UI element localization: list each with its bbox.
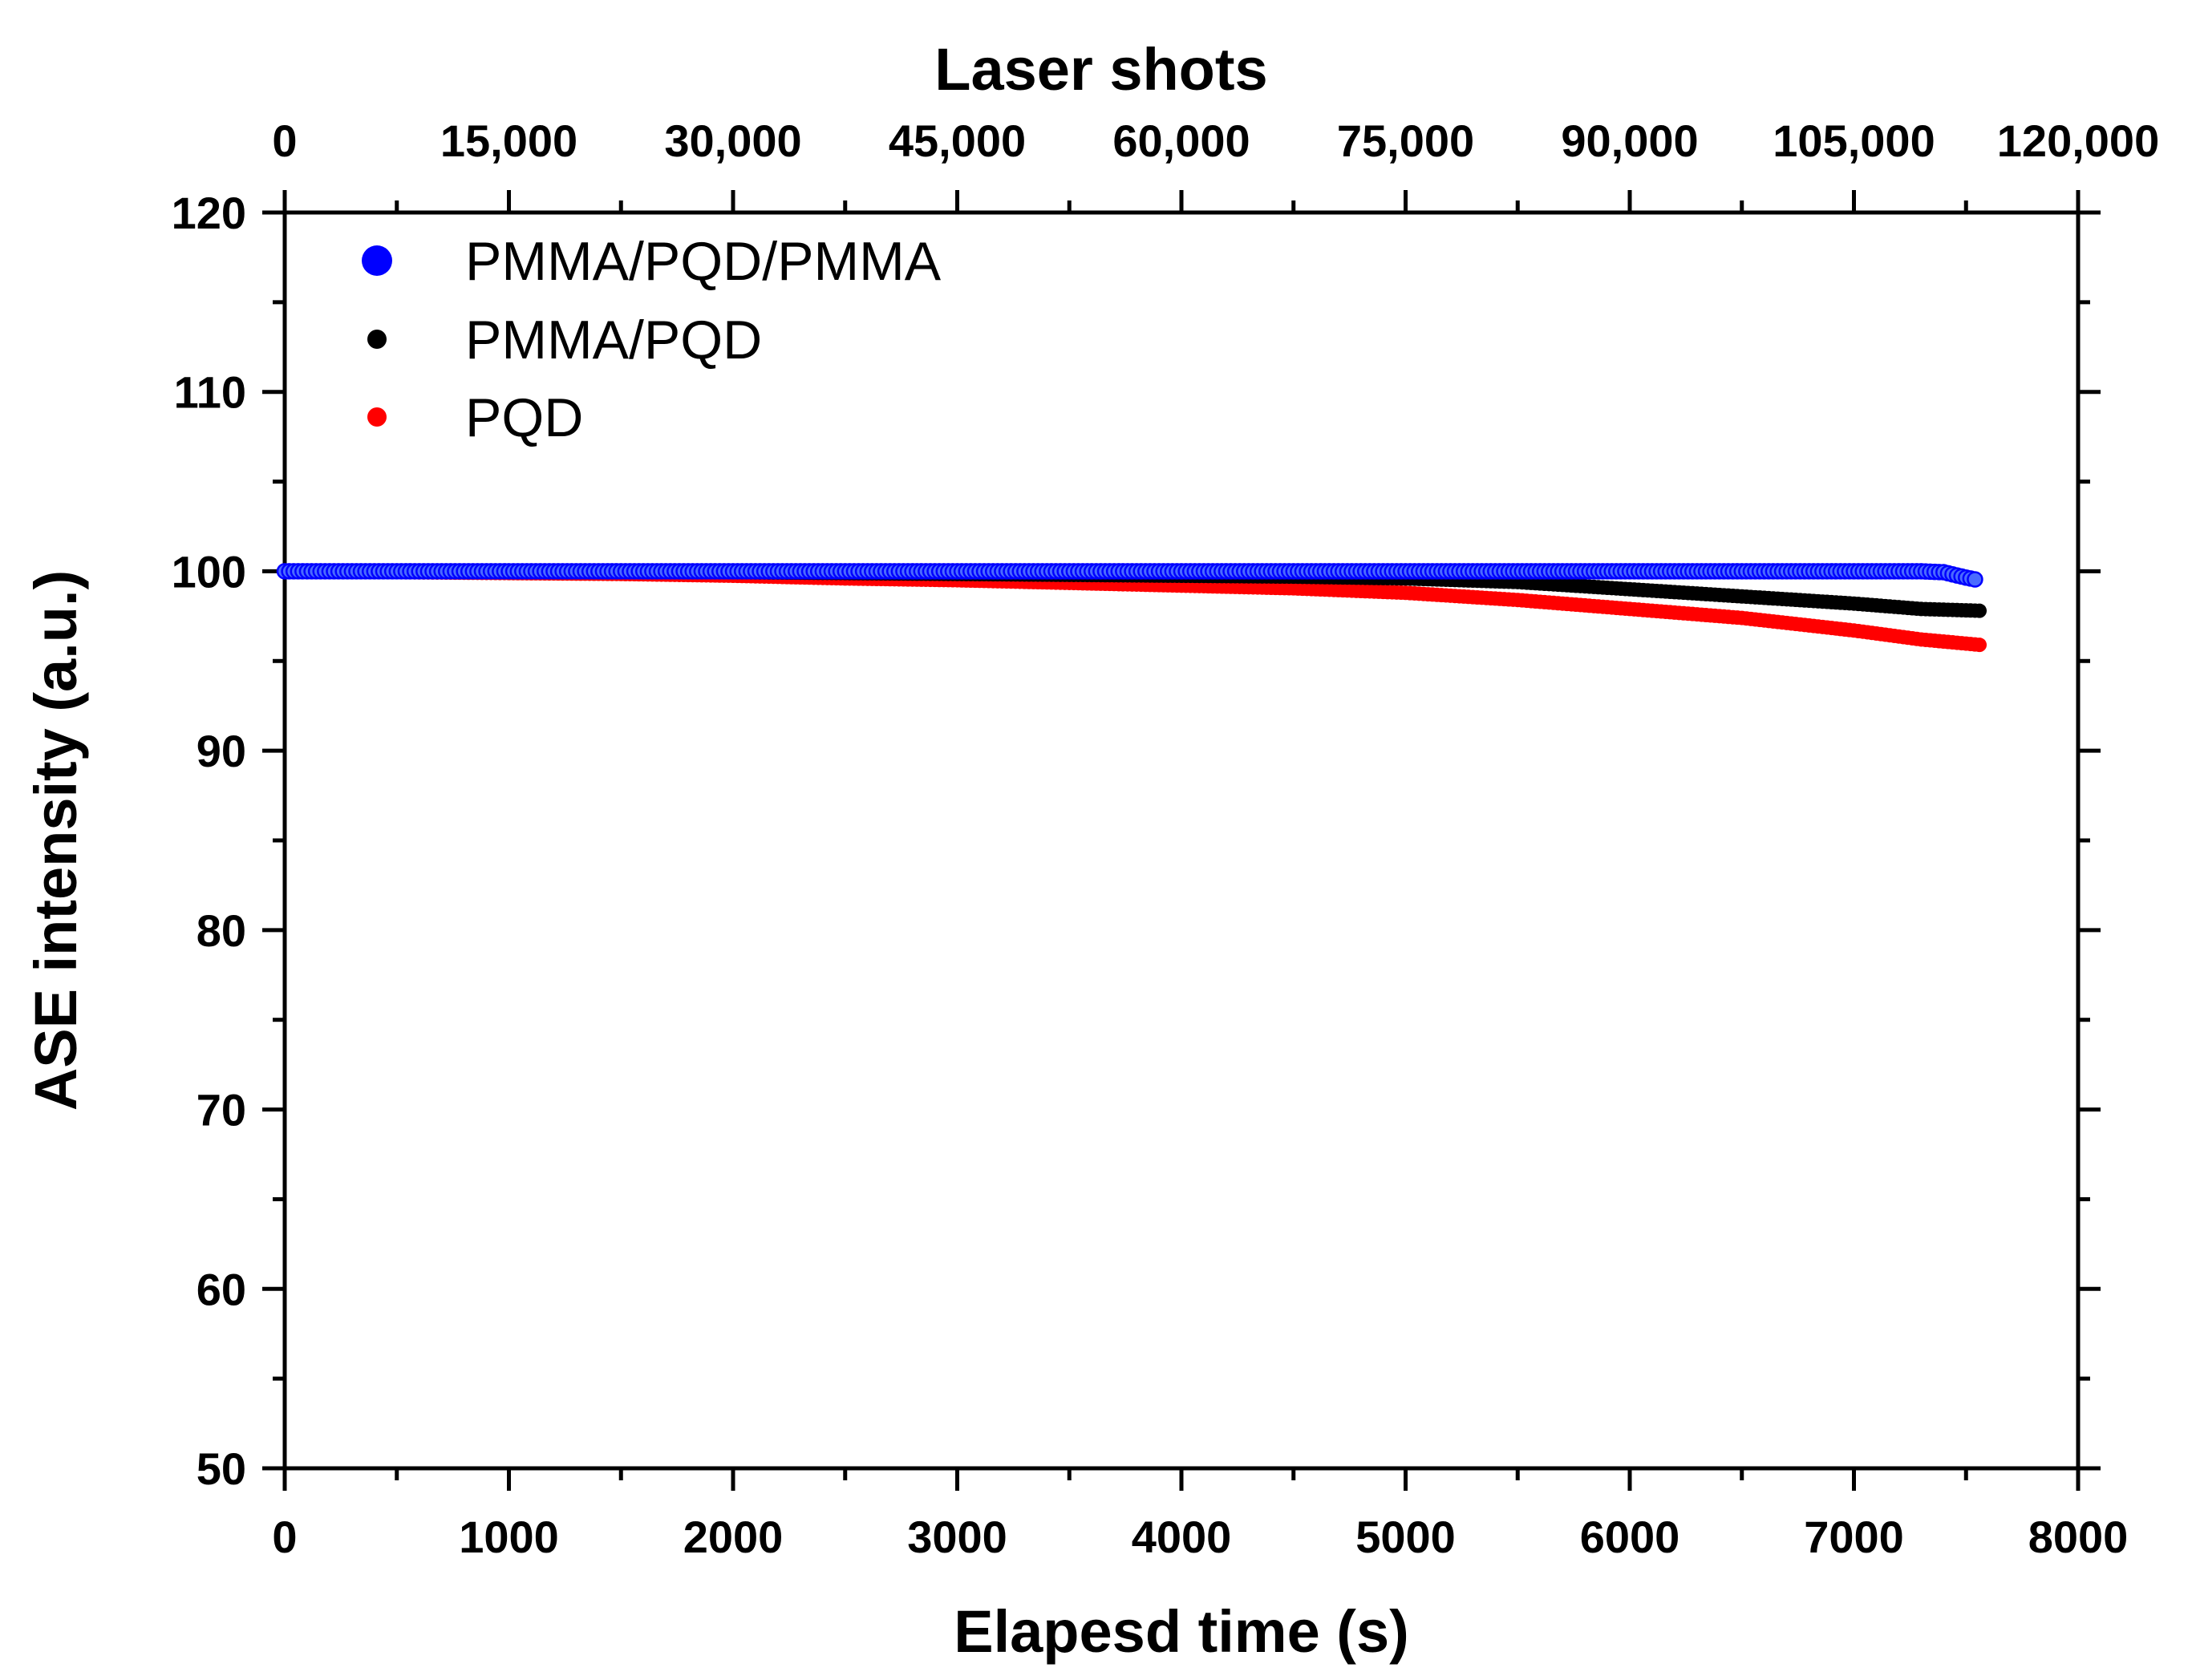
- x2-tick-label: 45,000: [889, 115, 1026, 166]
- x2-tick-label: 90,000: [1561, 115, 1698, 166]
- x2-tick-label: 0: [272, 115, 297, 166]
- x2-tick-label: 60,000: [1112, 115, 1250, 166]
- data-point: [1967, 571, 1983, 588]
- legend-label: PMMA/PQD: [465, 310, 762, 370]
- series-pmma-pqd-pmma: [276, 563, 1983, 588]
- legend: PMMA/PQD/PMMA PMMA/PQD PQD: [362, 231, 942, 448]
- x2-tick-label: 75,000: [1337, 115, 1474, 166]
- x2-tick-label: 105,000: [1773, 115, 1935, 166]
- y-tick-label: 120: [172, 188, 246, 238]
- legend-marker: [367, 330, 387, 349]
- right-y-axis: [2078, 210, 2101, 1471]
- x2-tick-label: 30,000: [664, 115, 801, 166]
- legend-item: PMMA/PQD: [367, 310, 762, 370]
- x2-tick-label: 15,000: [440, 115, 577, 166]
- data-point: [1972, 638, 1987, 653]
- data-point: [1972, 603, 1987, 618]
- y-tick-label: 80: [197, 905, 246, 956]
- y-tick-label: 90: [197, 726, 246, 776]
- legend-item: PQD: [367, 387, 583, 448]
- legend-label: PQD: [465, 387, 583, 448]
- legend-marker: [367, 407, 387, 427]
- x-tick-label: 5000: [1355, 1512, 1456, 1562]
- series-layer: [276, 563, 1987, 653]
- legend-marker: [362, 245, 392, 276]
- bottom-x-axis: 0 1000 2000 3000 4000 5000 6000 7000 8000: [272, 190, 2128, 1562]
- y-tick-label: 60: [197, 1264, 246, 1314]
- x-tick-label: 7000: [1804, 1512, 1904, 1562]
- y-axis-title: ASE intensity (a.u.): [22, 570, 89, 1111]
- x-axis-title: Elapesd time (s): [954, 1598, 1409, 1665]
- x-tick-label: 8000: [2028, 1512, 2129, 1562]
- x-tick-label: 4000: [1132, 1512, 1232, 1562]
- y-tick-label: 50: [197, 1443, 246, 1494]
- top-axis-title: Laser shots: [934, 36, 1267, 103]
- y-tick-label: 110: [174, 367, 246, 418]
- x-tick-label: 3000: [907, 1512, 1007, 1562]
- top-x-axis: 0 15,000 30,000 45,000 60,000 75,000 90,000 105…: [272, 115, 2159, 166]
- x-tick-label: 6000: [1580, 1512, 1680, 1562]
- left-y-axis: 50 60 70 80 90 100 110 120: [172, 188, 285, 1494]
- legend-label: PMMA/PQD/PMMA: [465, 231, 942, 292]
- x2-tick-label: 120,000: [1997, 115, 2159, 166]
- x-tick-label: 1000: [459, 1512, 559, 1562]
- x-tick-label: 2000: [683, 1512, 784, 1562]
- y-tick-label: 100: [172, 546, 246, 597]
- legend-item: PMMA/PQD/PMMA: [362, 231, 942, 292]
- x-tick-label: 0: [272, 1512, 297, 1562]
- y-tick-label: 70: [197, 1085, 246, 1136]
